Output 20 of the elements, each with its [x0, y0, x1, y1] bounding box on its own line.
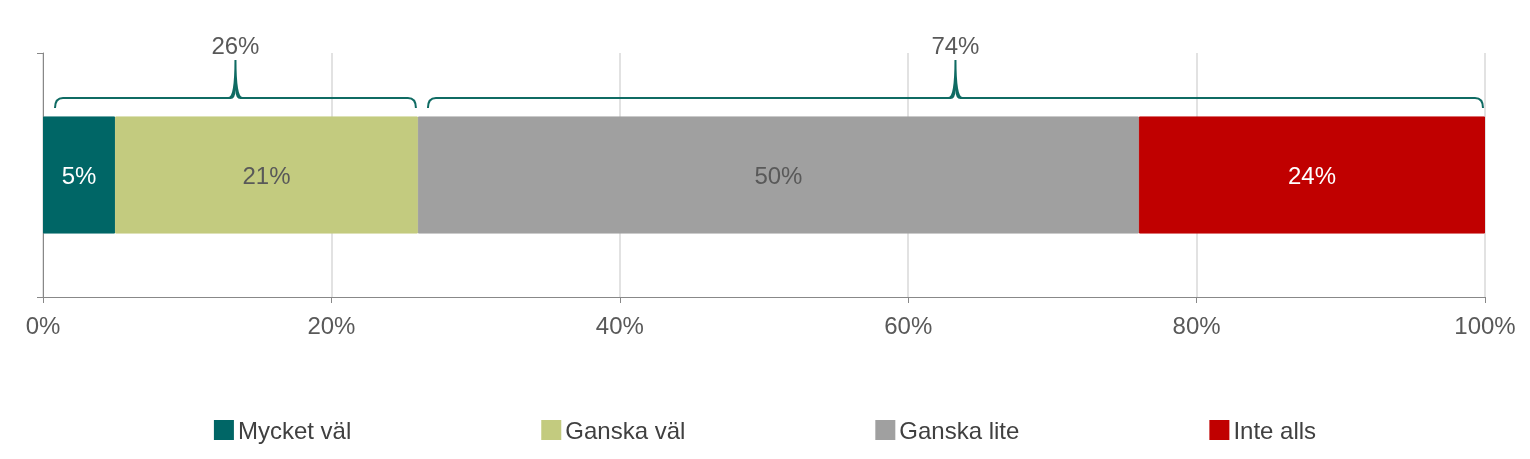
bar — [115, 116, 418, 234]
annotation: 74% — [931, 32, 980, 59]
data-label: 21% — [242, 161, 291, 189]
bar — [417, 116, 1139, 234]
bar — [1138, 116, 1485, 234]
x-tick-label: 20% — [307, 311, 356, 339]
x-tick-label: 60% — [884, 311, 933, 339]
annotation: 26% — [211, 32, 260, 59]
legend-label: Ganska lite — [899, 416, 1020, 444]
data-label: 24% — [1287, 161, 1336, 189]
legend-label: Mycket väl — [237, 416, 352, 444]
bar — [43, 116, 116, 234]
x-tick-label: 40% — [595, 311, 644, 339]
data-label: 50% — [754, 161, 803, 189]
x-tick-label: 0% — [25, 311, 61, 339]
x-tick-label: 100% — [1454, 311, 1516, 339]
legend-label: Inte alls — [1233, 416, 1317, 444]
data-label: 5% — [61, 161, 97, 189]
x-tick-label: 80% — [1172, 311, 1221, 339]
legend-label: Ganska väl — [565, 416, 686, 444]
